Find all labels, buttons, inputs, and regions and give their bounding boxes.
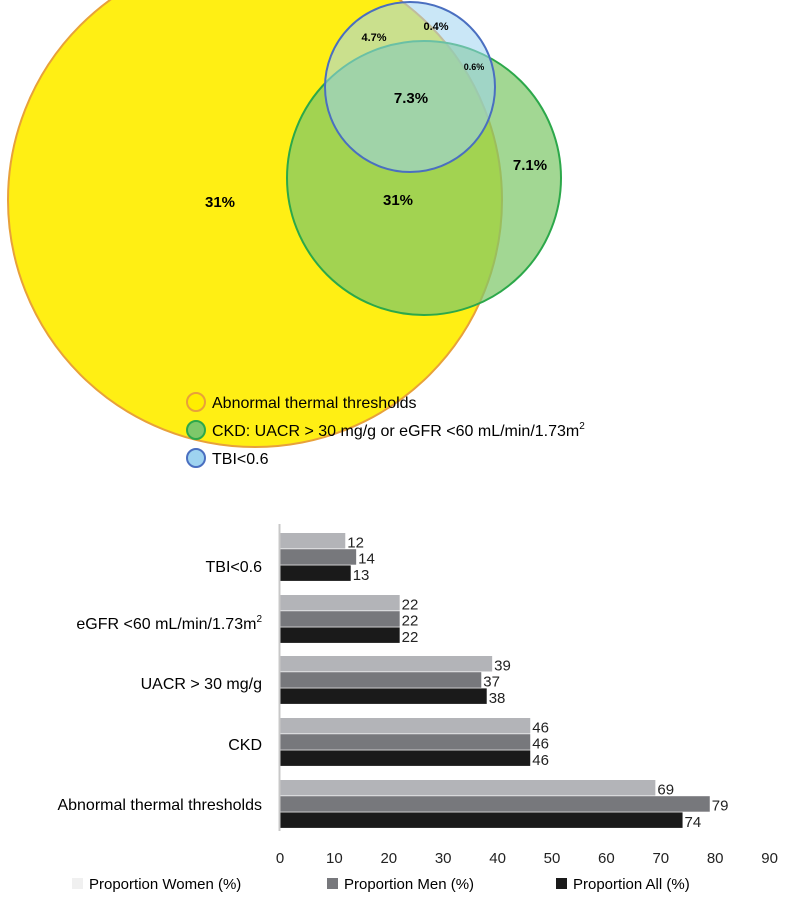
venn-region-all-three: 7.3% [394,90,428,107]
bar-legend-swatch-all [556,878,567,889]
venn-legend-swatch-abnormal [186,392,206,412]
bar-value-label-women-2: 39 [494,658,511,675]
venn-region-ckd-tbi: 0.6% [464,62,485,72]
bar-category-labels: TBI<0.6 eGFR <60 mL/min/1.73m2 UACR > 30… [57,559,262,814]
bar-value-label-women-0: 12 [347,535,364,552]
bar-women-4 [280,780,656,796]
x-tick-label-20: 20 [380,850,397,867]
venn-legend-item-tbi: TBI<0.6 [186,448,269,468]
bar-men-0 [280,549,357,565]
bar-women-3 [280,718,531,734]
venn-legend-swatch-ckd [186,420,206,440]
bar-all-3 [280,750,531,766]
bar-men-3 [280,734,531,750]
bars [280,533,710,828]
bar-value-label-women-4: 69 [657,782,674,799]
venn-legend: Abnormal thermal thresholds CKD: UACR > … [186,392,585,468]
bar-legend-item-men: Proportion Men (%) [327,876,474,893]
category-label-egfr: eGFR <60 mL/min/1.73m2 [76,614,262,633]
bar-value-label-men-3: 46 [532,736,549,753]
x-tick-label-50: 50 [544,850,561,867]
bar-value-label-all-0: 13 [353,567,370,584]
x-tick-label-80: 80 [707,850,724,867]
bar-women-0 [280,533,346,549]
x-tick-label-0: 0 [276,850,284,867]
bar-value-label-women-3: 46 [532,720,549,737]
bar-value-label-men-0: 14 [358,551,375,568]
category-label-ckd: CKD [228,737,262,754]
bar-legend-label-men: Proportion Men (%) [344,876,474,893]
bar-legend-label-women: Proportion Women (%) [89,876,241,893]
venn-region-abnormal-tbi: 4.7% [361,32,386,44]
x-axis: 0 10 20 30 40 50 60 70 80 90 [276,524,778,867]
bar-legend-item-all: Proportion All (%) [556,876,690,893]
x-tick-label-90: 90 [761,850,778,867]
bar-all-2 [280,688,487,704]
bar-legend-item-women: Proportion Women (%) [72,876,241,893]
venn-region-abnormal-ckd: 31% [383,192,413,209]
venn-legend-label-tbi: TBI<0.6 [212,451,269,468]
bar-legend: Proportion Women (%) Proportion Men (%) … [72,876,690,893]
bar-legend-swatch-women [72,878,83,889]
bar-all-4 [280,812,683,828]
x-tick-label-60: 60 [598,850,615,867]
category-label-tbi: TBI<0.6 [206,559,263,576]
bar-all-0 [280,565,351,581]
bar-value-label-men-1: 22 [402,613,419,630]
bar-men-2 [280,672,482,688]
venn-legend-label-ckd: CKD: UACR > 30 mg/g or eGFR <60 mL/min/1… [212,421,585,440]
category-label-uacr: UACR > 30 mg/g [141,676,262,693]
venn-legend-item-ckd: CKD: UACR > 30 mg/g or eGFR <60 mL/min/1… [186,420,585,440]
venn-legend-item-abnormal: Abnormal thermal thresholds [186,392,417,412]
venn-legend-swatch-tbi [186,448,206,468]
x-tick-label-40: 40 [489,850,506,867]
venn-diagram: 31% 31% 7.1% 4.7% 0.4% 0.6% 7.3% [7,0,562,448]
venn-circle-tbi [324,1,496,173]
x-tick-label-10: 10 [326,850,343,867]
category-label-abnormal-thermal: Abnormal thermal thresholds [57,797,262,814]
bar-all-1 [280,627,400,643]
bar-men-1 [280,611,400,627]
x-tick-label-30: 30 [435,850,452,867]
venn-legend-label-abnormal: Abnormal thermal thresholds [212,395,417,412]
bar-value-label-all-2: 38 [489,690,506,707]
x-tick-label-70: 70 [652,850,669,867]
bar-value-label-all-4: 74 [685,814,702,831]
bar-value-label-all-1: 22 [402,629,419,646]
bar-value-label-men-2: 37 [483,674,500,691]
bar-women-1 [280,595,400,611]
bar-value-label-all-3: 46 [532,752,549,769]
venn-region-ckd-only: 7.1% [513,157,547,174]
bar-value-label-women-1: 22 [402,597,419,614]
bar-legend-swatch-men [327,878,338,889]
venn-region-abnormal-only: 31% [205,194,235,211]
bar-chart: TBI<0.6 eGFR <60 mL/min/1.73m2 UACR > 30… [57,524,778,893]
bar-legend-label-all: Proportion All (%) [573,876,690,893]
bar-value-label-men-4: 79 [712,798,729,815]
venn-region-tbi-only: 0.4% [423,21,448,33]
bar-women-2 [280,656,493,672]
bar-men-4 [280,796,710,812]
x-tick-labels: 0 10 20 30 40 50 60 70 80 90 [276,850,778,867]
